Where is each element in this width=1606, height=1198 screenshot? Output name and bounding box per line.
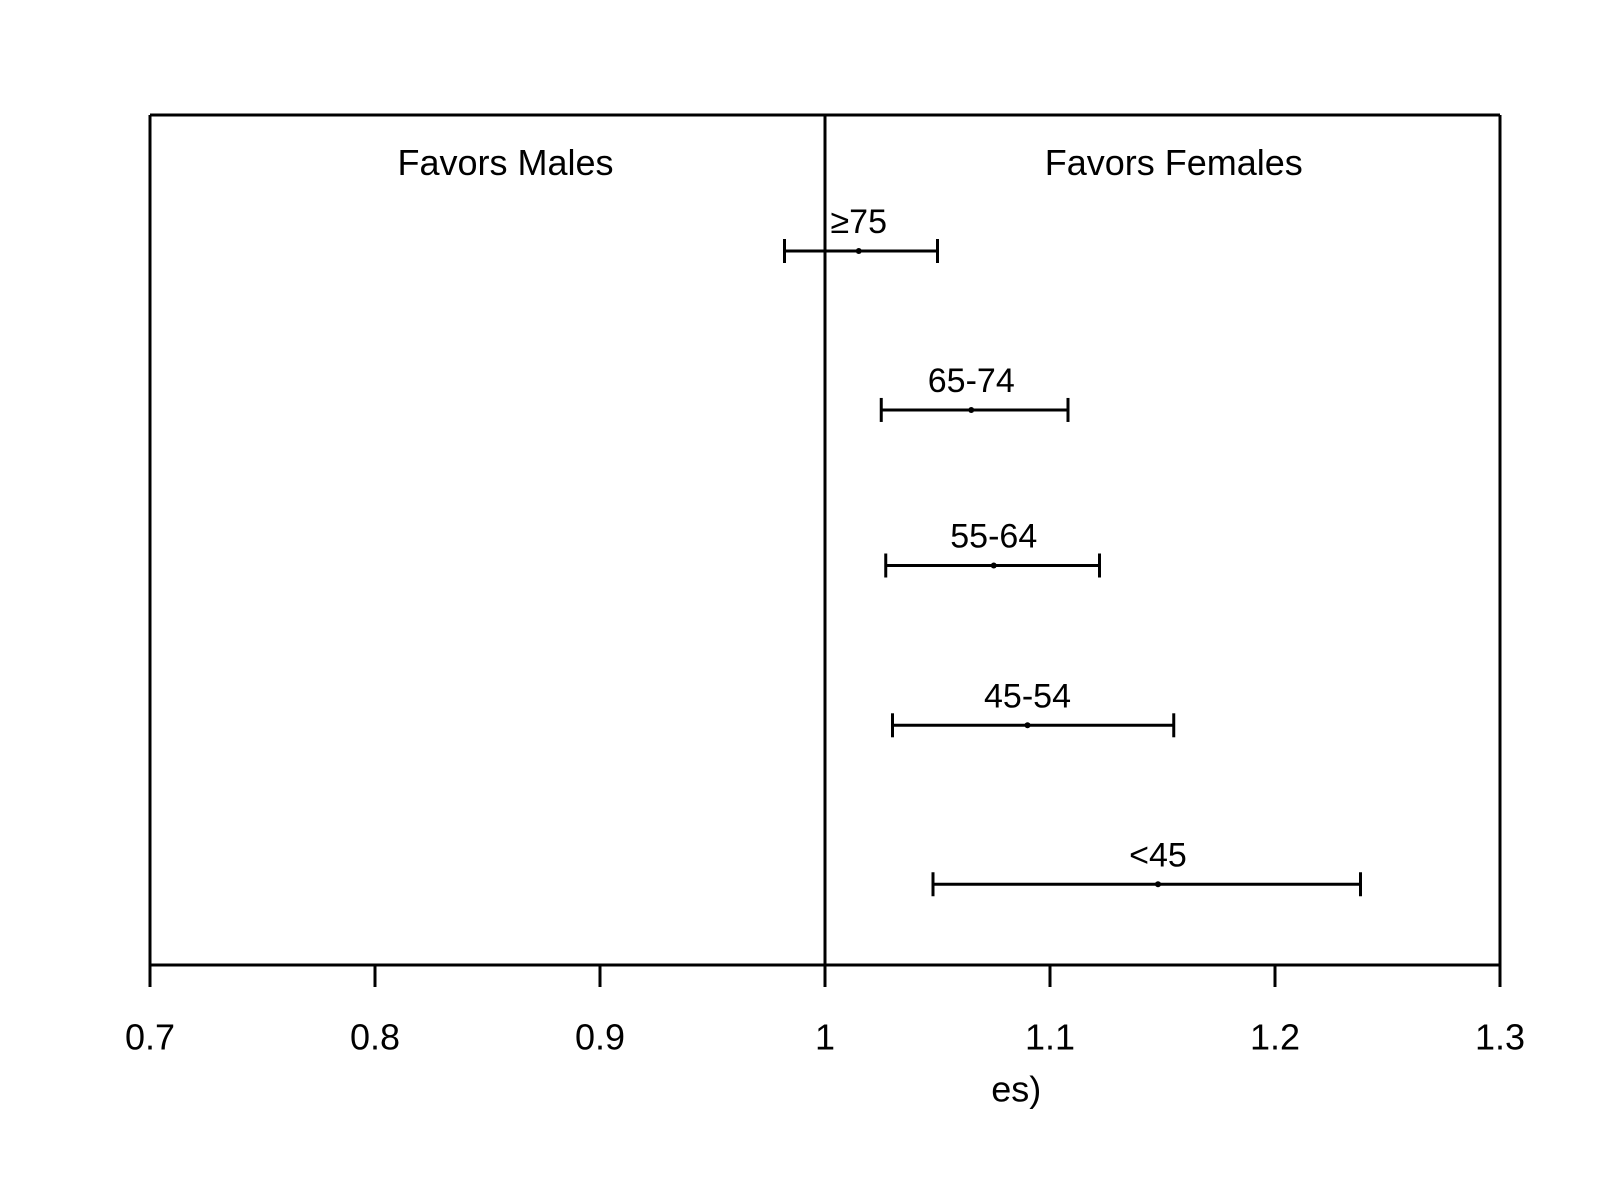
zone-label-left: Favors Males [397,142,613,183]
zone-label-right: Favors Females [1045,142,1303,183]
forest-plot-svg: 0.7 0.8 0.9 1 1.1 1.2 1.3 es) Favors Males Favors… [0,0,1606,1198]
row-label: <45 [1129,836,1187,874]
point-marker [968,407,974,413]
x-tick-label: 1.1 [1025,1016,1075,1057]
x-axis-extra-label: es) [991,1068,1041,1109]
point-marker [1025,722,1031,728]
row-label: 45-54 [984,677,1071,715]
point-marker [991,563,997,569]
x-tick-label: 0.9 [575,1016,625,1057]
row-label: 55-64 [950,518,1037,556]
chart-background [0,0,1606,1198]
row-label: ≥75 [831,203,887,241]
point-marker [856,248,862,254]
forest-plot-container: 0.7 0.8 0.9 1 1.1 1.2 1.3 es) Favors Males Favors… [0,0,1606,1198]
point-marker [1155,881,1161,887]
x-tick-label: 0.8 [350,1016,400,1057]
x-tick-label: 1.3 [1475,1016,1525,1057]
row-label: 65-74 [928,362,1015,400]
x-tick-label: 1.2 [1250,1016,1300,1057]
x-tick-label: 0.7 [125,1016,175,1057]
x-tick-label: 1 [815,1016,835,1057]
